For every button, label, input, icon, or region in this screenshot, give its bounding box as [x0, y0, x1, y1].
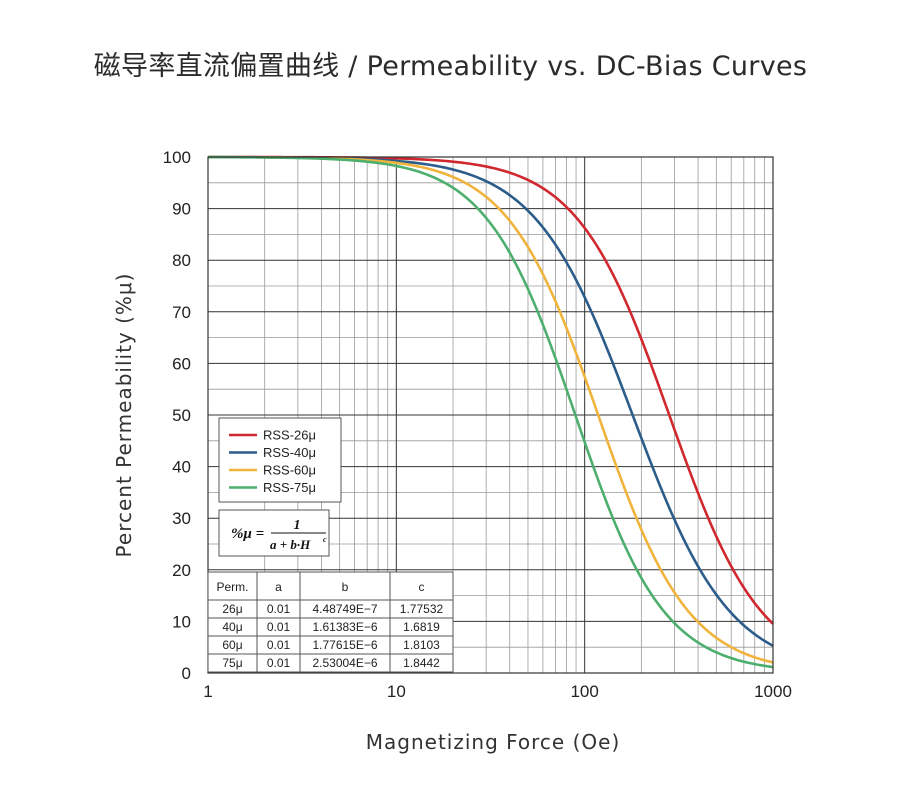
table-cell: 60μ [222, 638, 242, 652]
y-tick-label: 0 [182, 664, 191, 683]
y-tick-label: 80 [172, 251, 191, 270]
plot-frame [207, 156, 774, 674]
table-bg [208, 572, 453, 672]
table-cell: 1.61383E−6 [312, 620, 377, 634]
legend-label: RSS-60μ [263, 463, 316, 478]
table-header-cell: b [342, 580, 349, 594]
y-tick-label: 60 [172, 354, 191, 373]
table-cell: 0.01 [267, 602, 291, 616]
table-header-cell: a [275, 580, 282, 594]
chart-title: 磁导率直流偏置曲线 / Permeability vs. DC-Bias Cur… [93, 51, 808, 82]
table-cell: 2.53004E−6 [312, 656, 377, 670]
table-cell: 1.6819 [403, 620, 440, 634]
x-tick-labels: 1 10 100 1000 [203, 682, 792, 701]
legend-label: RSS-40μ [263, 445, 316, 460]
table-header-cell: Perm. [216, 580, 248, 594]
legend: RSS-26μ RSS-40μ RSS-60μ RSS-75μ [218, 417, 342, 503]
table-cell: 0.01 [267, 638, 291, 652]
legend-label: RSS-75μ [263, 480, 316, 495]
table-cell: 4.48749E−7 [312, 602, 377, 616]
formula-denominator: a + b·H [270, 537, 311, 552]
legend-label: RSS-26μ [263, 428, 316, 443]
x-tick-label: 1 [203, 682, 212, 701]
table-cell: 0.01 [267, 620, 291, 634]
table-cell: 75μ [222, 656, 242, 670]
y-tick-label: 70 [172, 303, 191, 322]
table-cell: 1.8442 [403, 656, 440, 670]
table-cell: 0.01 [267, 656, 291, 670]
formula-exponent: c [323, 535, 327, 544]
table-cell: 1.77532 [400, 602, 444, 616]
table-cell: 1.77615E−6 [312, 638, 377, 652]
coefficient-table: Perm. a b c 26μ 0.01 4.48749E−7 1.77532 40μ 0.01 1… [207, 571, 454, 673]
formula-numerator: 1 [294, 518, 301, 533]
y-axis-label: Percent Permeability (%μ) [112, 273, 136, 558]
y-tick-label: 30 [172, 509, 191, 528]
formula-lhs: %μ = [231, 526, 264, 542]
x-tick-label: 100 [570, 682, 598, 701]
table-cell: 40μ [222, 620, 242, 634]
formula-box: %μ = 1 a + b·H c [218, 509, 330, 557]
y-tick-label: 50 [172, 406, 191, 425]
x-axis-label: Magnetizing Force (Oe) [366, 730, 621, 754]
y-tick-label: 90 [172, 200, 191, 219]
y-tick-label: 40 [172, 458, 191, 477]
table-cell: 1.8103 [403, 638, 440, 652]
y-tick-labels: 0 10 20 30 40 50 60 70 80 90 100 [163, 148, 191, 683]
table-header-cell: c [419, 580, 425, 594]
y-tick-label: 100 [163, 148, 191, 167]
series-line-RSS-75μ [207, 155, 774, 669]
x-tick-label: 1000 [754, 682, 792, 701]
y-tick-label: 20 [172, 561, 191, 580]
table-cell: 26μ [222, 602, 242, 616]
y-tick-label: 10 [172, 612, 191, 631]
x-tick-label: 10 [387, 682, 406, 701]
